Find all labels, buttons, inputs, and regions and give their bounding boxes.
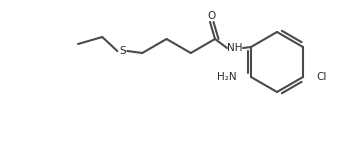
Text: O: O bbox=[207, 11, 215, 21]
Text: NH: NH bbox=[227, 43, 243, 53]
Text: H₂N: H₂N bbox=[217, 72, 237, 82]
Text: S: S bbox=[119, 46, 126, 56]
Text: Cl: Cl bbox=[316, 72, 327, 82]
